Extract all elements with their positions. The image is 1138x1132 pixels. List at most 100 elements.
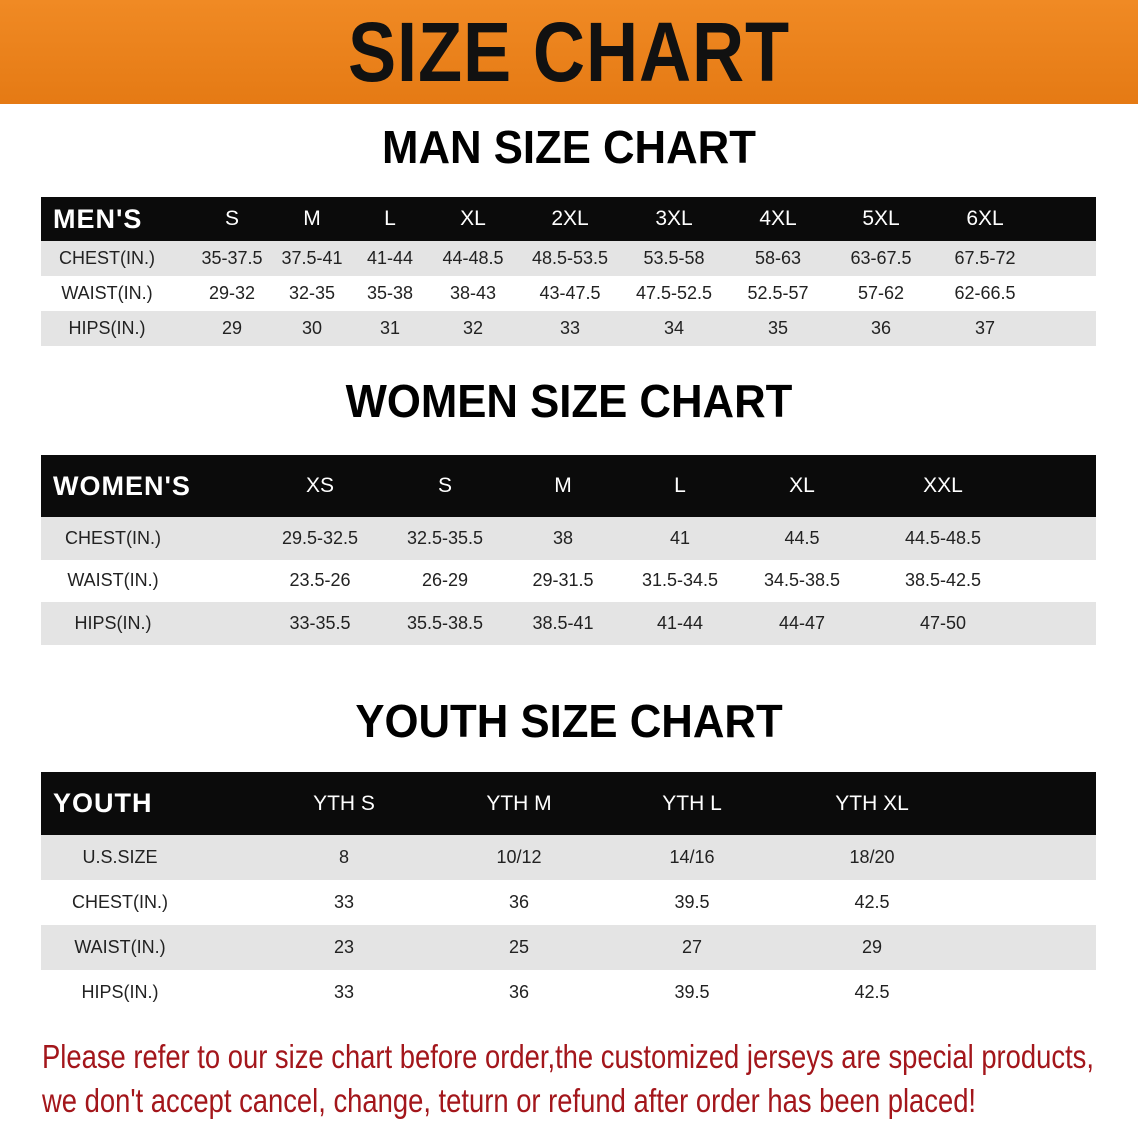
size-header-cell: XL xyxy=(789,474,815,497)
measurement-cell: 38 xyxy=(552,527,574,548)
measurement-cell: 35-37.5 xyxy=(201,248,263,268)
measurement-cell: 29.5-32.5 xyxy=(281,527,359,548)
measurement-cell: 27 xyxy=(681,937,703,957)
measurement-cell: 39.5 xyxy=(674,982,710,1002)
size-header-cell: S xyxy=(437,474,452,497)
table-row: CHEST(IN.) 35-37.5 37.5-41 41-44 44-48.5 48.5… xyxy=(41,241,1096,276)
measurement-cell: 67.5-72 xyxy=(954,248,1016,268)
size-header-cell: S xyxy=(224,207,239,230)
measurement-cell: 44.5 xyxy=(784,527,820,548)
size-header-cell: 5XL xyxy=(862,207,900,230)
row-label: CHEST(IN.) xyxy=(72,892,168,912)
size-header-cell: 4XL xyxy=(759,207,797,230)
measurement-cell: 38.5-41 xyxy=(532,612,594,633)
measurement-cell: 37 xyxy=(974,318,996,338)
measurement-cell: 44-47 xyxy=(778,612,826,633)
measurement-cell: 39.5 xyxy=(674,892,710,912)
measurement-cell: 42.5 xyxy=(854,892,890,912)
measurement-cell: 34 xyxy=(663,318,685,338)
size-header-cell: M xyxy=(554,474,572,497)
header-row: WOMEN'S XS S M L XL XXL xyxy=(41,455,1096,517)
measurement-cell: 37.5-41 xyxy=(281,248,343,268)
table-row: HIPS(IN.) 29 30 31 32 33 34 35 36 37 xyxy=(41,311,1096,346)
measurement-cell: 26-29 xyxy=(421,570,469,591)
banner: SIZE CHART xyxy=(0,0,1138,104)
measurement-cell: 38-43 xyxy=(449,283,497,303)
measurement-cell: 38.5-42.5 xyxy=(904,570,982,591)
banner-title: SIZE CHART xyxy=(347,5,791,99)
table-row: HIPS(IN.) 33 36 39.5 42.5 xyxy=(41,970,1096,1015)
table-row: HIPS(IN.) 33-35.5 35.5-38.5 38.5-41 41-44 44-… xyxy=(41,602,1096,645)
row-label: CHEST(IN.) xyxy=(65,527,161,548)
table-title-cell: MEN'S xyxy=(53,203,143,234)
measurement-cell: 53.5-58 xyxy=(643,248,705,268)
measurement-cell: 33 xyxy=(333,892,355,912)
youth-section-title: YOUTH SIZE CHART xyxy=(355,695,783,747)
measurement-cell: 36 xyxy=(508,892,530,912)
row-label: WAIST(IN.) xyxy=(67,570,159,591)
measurement-cell: 23.5-26 xyxy=(289,570,351,591)
measurement-cell: 35.5-38.5 xyxy=(406,612,484,633)
table-title-cell: YOUTH xyxy=(53,788,153,818)
measurement-cell: 8 xyxy=(338,847,349,867)
size-header-cell: L xyxy=(384,207,396,230)
measurement-cell: 62-66.5 xyxy=(954,283,1016,303)
notice-line-2: we don't accept cancel, change, teturn o… xyxy=(42,1082,977,1119)
row-label: HIPS(IN.) xyxy=(74,612,152,633)
header-row: YOUTH YTH S YTH M YTH L YTH XL xyxy=(41,772,1096,835)
measurement-cell: 44-48.5 xyxy=(442,248,504,268)
row-label: CHEST(IN.) xyxy=(59,248,155,268)
measurement-cell: 29 xyxy=(861,937,883,957)
measurement-cell: 41-44 xyxy=(366,248,414,268)
measurement-cell: 29 xyxy=(221,318,243,338)
measurement-cell: 29-31.5 xyxy=(532,570,594,591)
size-header-cell: M xyxy=(303,207,321,230)
measurement-cell: 44.5-48.5 xyxy=(904,527,982,548)
measurement-cell: 57-62 xyxy=(857,283,905,303)
table-row: CHEST(IN.) 33 36 39.5 42.5 xyxy=(41,880,1096,925)
table-row: WAIST(IN.) 23.5-26 26-29 29-31.5 31.5-34.5 34… xyxy=(41,559,1096,602)
row-label: U.S.SIZE xyxy=(82,847,158,867)
measurement-cell: 23 xyxy=(333,937,355,957)
size-header-cell: L xyxy=(674,474,686,497)
table-row: WAIST(IN.) 29-32 32-35 35-38 38-43 43-47.5 47.… xyxy=(41,276,1096,311)
measurement-cell: 52.5-57 xyxy=(747,283,809,303)
measurement-cell: 32.5-35.5 xyxy=(406,527,484,548)
notice-line-1: Please refer to our size chart before or… xyxy=(42,1038,1094,1075)
measurement-cell: 63-67.5 xyxy=(850,248,912,268)
size-header-cell: XL xyxy=(460,207,486,230)
measurement-cell: 32 xyxy=(462,318,484,338)
measurement-cell: 35 xyxy=(767,318,789,338)
size-header-cell: YTH M xyxy=(486,791,552,815)
measurement-cell: 41 xyxy=(669,527,691,548)
measurement-cell: 41-44 xyxy=(656,612,704,633)
row-label: HIPS(IN.) xyxy=(68,318,146,338)
measurement-cell: 43-47.5 xyxy=(539,283,601,303)
row-label: WAIST(IN.) xyxy=(74,937,166,957)
measurement-cell: 36 xyxy=(870,318,892,338)
measurement-cell: 42.5 xyxy=(854,982,890,1002)
size-header-cell: YTH XL xyxy=(835,791,909,815)
measurement-cell: 48.5-53.5 xyxy=(531,248,609,268)
size-header-cell: YTH L xyxy=(662,791,722,815)
measurement-cell: 33 xyxy=(559,318,581,338)
header-row: MEN'S S M L XL 2XL 3XL 4XL 5XL 6XL xyxy=(41,197,1096,241)
measurement-cell: 31 xyxy=(379,318,401,338)
measurement-cell: 31.5-34.5 xyxy=(641,570,719,591)
measurement-cell: 34.5-38.5 xyxy=(763,570,841,591)
size-header-cell: XS xyxy=(305,474,334,497)
measurement-cell: 47-50 xyxy=(919,612,967,633)
measurement-cell: 33 xyxy=(333,982,355,1002)
measurement-cell: 33-35.5 xyxy=(289,612,351,633)
women-section-title: WOMEN SIZE CHART xyxy=(345,375,793,427)
measurement-cell: 14/16 xyxy=(669,847,715,867)
size-header-cell: 6XL xyxy=(966,207,1004,230)
measurement-cell: 18/20 xyxy=(849,847,895,867)
measurement-cell: 10/12 xyxy=(496,847,542,867)
measurement-cell: 25 xyxy=(508,937,530,957)
table-title-cell: WOMEN'S xyxy=(53,470,191,501)
row-label: HIPS(IN.) xyxy=(81,982,159,1002)
table-row: CHEST(IN.) 29.5-32.5 32.5-35.5 38 41 44.5 44.5… xyxy=(41,517,1096,560)
table-row: WAIST(IN.) 23 25 27 29 xyxy=(41,925,1096,970)
men-section-title: MAN SIZE CHART xyxy=(382,121,756,173)
